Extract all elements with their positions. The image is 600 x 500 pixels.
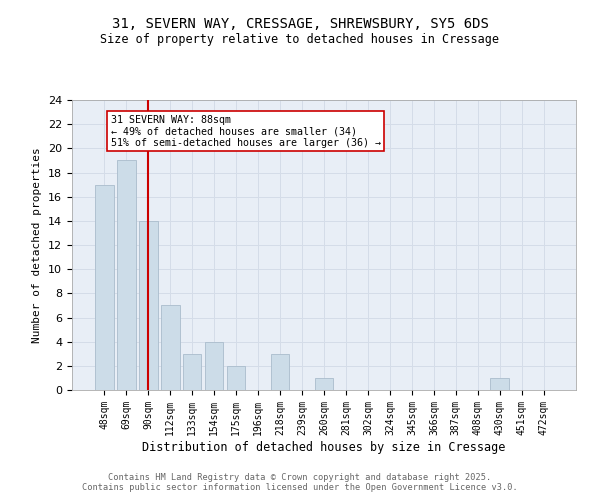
- Y-axis label: Number of detached properties: Number of detached properties: [32, 147, 43, 343]
- Bar: [227, 366, 245, 390]
- Bar: [161, 306, 179, 390]
- Bar: [183, 354, 202, 390]
- Text: 31, SEVERN WAY, CRESSAGE, SHREWSBURY, SY5 6DS: 31, SEVERN WAY, CRESSAGE, SHREWSBURY, SY…: [112, 18, 488, 32]
- Bar: [117, 160, 136, 390]
- Bar: [271, 354, 289, 390]
- Text: Contains HM Land Registry data © Crown copyright and database right 2025.
Contai: Contains HM Land Registry data © Crown c…: [82, 473, 518, 492]
- Bar: [139, 221, 158, 390]
- Bar: [490, 378, 509, 390]
- X-axis label: Distribution of detached houses by size in Cressage: Distribution of detached houses by size …: [142, 440, 506, 454]
- Bar: [205, 342, 223, 390]
- Text: 31 SEVERN WAY: 88sqm
← 49% of detached houses are smaller (34)
51% of semi-detac: 31 SEVERN WAY: 88sqm ← 49% of detached h…: [111, 114, 381, 148]
- Bar: [314, 378, 334, 390]
- Bar: [95, 184, 113, 390]
- Text: Size of property relative to detached houses in Cressage: Size of property relative to detached ho…: [101, 32, 499, 46]
